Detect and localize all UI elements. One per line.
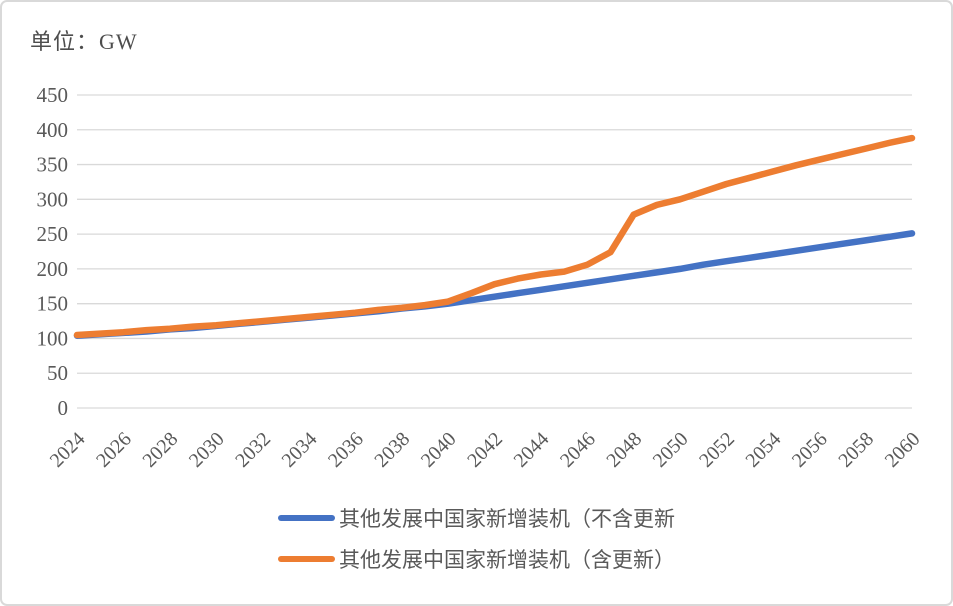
y-axis-tick-label-450: 450	[37, 83, 69, 107]
y-axis-tick-label-100: 100	[37, 326, 69, 350]
x-axis-tick-label-2044: 2044	[510, 428, 554, 472]
legend-swatch-orange-line	[278, 556, 335, 562]
x-axis-tick-label-2058: 2058	[834, 428, 878, 472]
x-axis-tick-label-2024: 2024	[46, 428, 90, 472]
x-axis-tick-label-2048: 2048	[602, 428, 646, 472]
x-axis-tick-label-2042: 2042	[463, 428, 507, 472]
x-axis-tick-label-2052: 2052	[695, 428, 739, 472]
y-axis-tick-label-300: 300	[37, 187, 69, 211]
x-axis-tick-label-2030: 2030	[185, 428, 229, 472]
y-axis-tick-label-350: 350	[37, 153, 69, 177]
y-axis-tick-label-400: 400	[37, 118, 69, 142]
y-axis-tick-label-50: 50	[47, 361, 68, 385]
x-axis-tick-label-2040: 2040	[417, 428, 461, 472]
legend-swatch-blue-line	[278, 515, 335, 521]
x-axis-tick-label-2050: 2050	[649, 428, 693, 472]
x-axis-tick-label-2038: 2038	[370, 428, 414, 472]
x-axis-tick-label-2028: 2028	[138, 428, 182, 472]
chart-legend: 其他发展中国家新增装机（不含更新 其他发展中国家新增装机（含更新）	[2, 503, 951, 574]
x-axis-tick-label-2026: 2026	[92, 428, 136, 472]
y-axis-tick-label-150: 150	[37, 292, 69, 316]
series-line-including-renewal	[73, 134, 916, 339]
x-axis-tick-label-2046: 2046	[556, 428, 600, 472]
legend-item-including-renewal: 其他发展中国家新增装机（含更新）	[278, 544, 675, 574]
y-axis-tick-label-250: 250	[37, 222, 69, 246]
legend-item-excluding-renewal: 其他发展中国家新增装机（不含更新	[278, 503, 675, 533]
x-axis-tick-label-2036: 2036	[324, 428, 368, 472]
x-axis-tick-label-2032: 2032	[231, 428, 275, 472]
legend-label-excluding-renewal: 其他发展中国家新增装机（不含更新	[339, 507, 675, 531]
x-axis-tick-label-2034: 2034	[278, 428, 322, 472]
x-axis-tick-label-2054: 2054	[742, 428, 786, 472]
chart-unit-title: 单位：GW	[30, 29, 138, 54]
legend-label-including-renewal: 其他发展中国家新增装机（含更新）	[339, 548, 675, 572]
y-axis-tick-label-0: 0	[58, 396, 69, 420]
x-axis-tick-label-2060: 2060	[881, 428, 925, 472]
x-axis-tick-label-2056: 2056	[788, 428, 832, 472]
y-axis-tick-label-200: 200	[37, 257, 69, 281]
